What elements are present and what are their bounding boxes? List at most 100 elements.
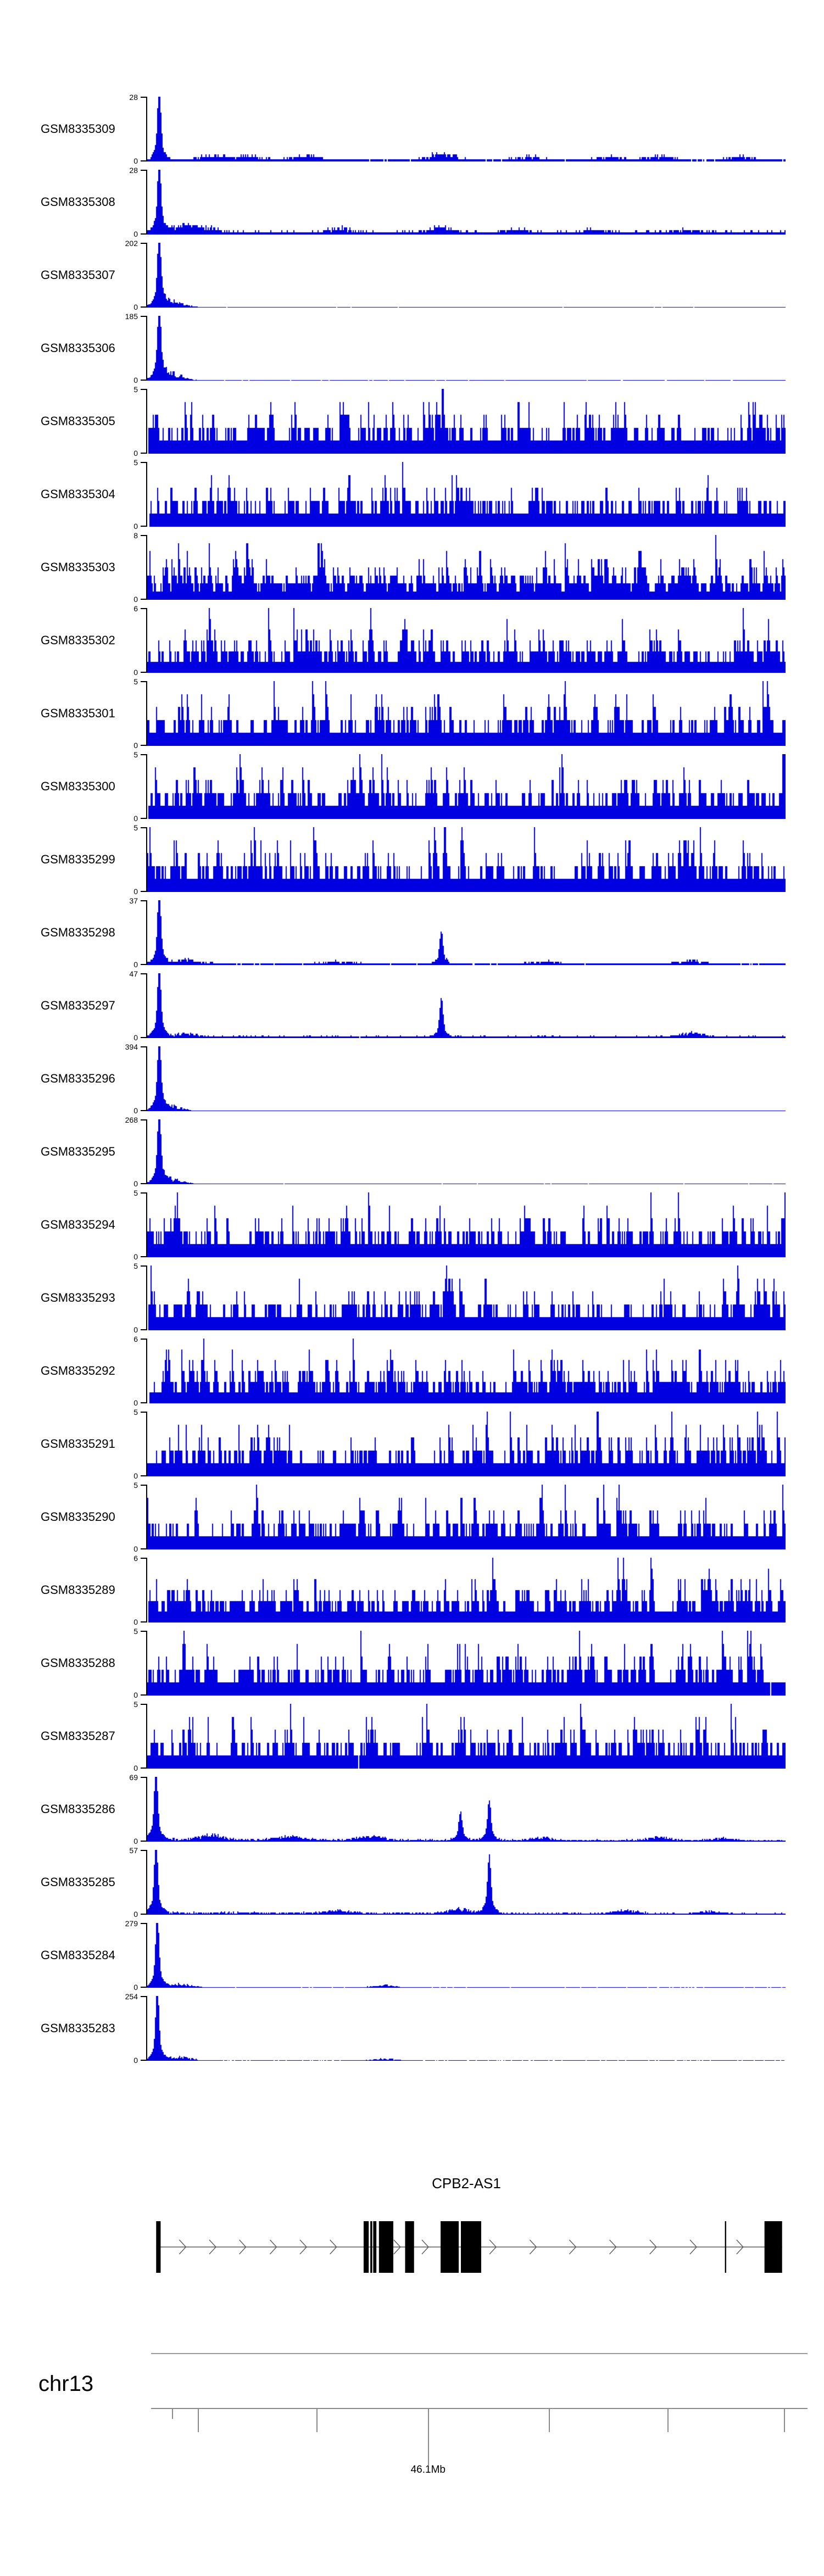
track-y-axis: 202 0 [99,239,147,311]
coverage-histogram [147,170,786,235]
track-y-axis: 5 0 [99,824,147,895]
coverage-track-row: GSM8335303 8 0 [0,531,824,603]
coverage-histogram [147,1265,786,1330]
y-axis-bottom-tick [141,745,146,746]
track-label: GSM8335297 [41,999,115,1012]
coverage-histogram [147,608,786,673]
track-y-axis: 28 0 [99,166,147,238]
y-axis-top-tick [141,754,146,755]
coverage-track-row: GSM8335290 5 0 [0,1481,824,1553]
axis-tick [667,2409,669,2432]
y-min-label: 0 [133,1837,138,1845]
coverage-histogram [147,1485,786,1549]
y-max-label: 394 [125,1042,138,1051]
coverage-histogram [147,1631,786,1696]
y-axis-bottom-tick [141,380,146,381]
y-min-label: 0 [133,303,138,311]
y-axis-bottom-tick [141,1110,146,1111]
strand-direction-arrow-icon [529,2239,537,2255]
strand-direction-arrow-icon [569,2239,577,2255]
track-label: GSM8335292 [41,1364,115,1378]
track-label: GSM8335303 [41,560,115,574]
track-y-axis: 254 0 [99,1993,147,2064]
y-axis-top-tick [141,1996,146,1997]
coverage-histogram [147,535,786,600]
gene-name-label: CPB2-AS1 [432,2175,501,2192]
track-y-axis: 28 0 [99,93,147,165]
genome-axis-position-label: 46.1Mb [410,2464,446,2475]
y-axis-bottom-tick [141,1621,146,1622]
strand-direction-arrow-icon [330,2239,337,2255]
track-y-axis: 5 0 [99,1408,147,1480]
track-label: GSM8335283 [41,2021,115,2035]
track-y-axis: 279 0 [99,1920,147,1991]
coverage-histogram [147,973,786,1038]
y-min-label: 0 [133,1106,138,1115]
axis-tick [316,2409,318,2432]
y-min-label: 0 [133,230,138,238]
gene-exon [156,2221,161,2273]
y-axis-bottom-tick [141,1037,146,1038]
y-axis-bottom-tick [141,1841,146,1842]
track-y-axis: 6 0 [99,604,147,676]
y-axis-bottom-tick [141,891,146,892]
y-max-label: 37 [129,896,138,905]
chromosome-line [151,2353,808,2354]
y-min-label: 0 [133,1545,138,1553]
y-axis-bottom-tick [141,672,146,673]
gene-exon [764,2221,782,2273]
coverage-track-row: GSM8335305 5 0 [0,386,824,457]
track-label: GSM8335298 [41,925,115,939]
coverage-histogram [147,1704,786,1769]
y-min-label: 0 [133,960,138,969]
y-axis-top-tick [141,243,146,244]
coverage-histogram [147,243,786,308]
y-max-label: 6 [133,604,138,613]
coverage-track-row: GSM8335307 202 0 [0,239,824,311]
coverage-histogram [147,1850,786,1915]
y-max-label: 8 [133,531,138,540]
gene-exon [370,2221,372,2273]
track-label: GSM8335309 [41,122,115,136]
track-label: GSM8335295 [41,1145,115,1158]
track-label: GSM8335308 [41,195,115,209]
track-label: GSM8335301 [41,706,115,720]
track-label: GSM8335288 [41,1656,115,1670]
y-axis-top-tick [141,1265,146,1267]
strand-direction-arrow-icon [649,2239,657,2255]
gene-exon [725,2221,726,2273]
y-axis-top-tick [141,827,146,828]
y-min-label: 0 [133,1325,138,1334]
track-label: GSM8335293 [41,1291,115,1304]
coverage-histogram [147,316,786,381]
y-min-label: 0 [133,1618,138,1626]
coverage-track-row: GSM8335286 69 0 [0,1773,824,1845]
track-y-axis: 8 0 [99,531,147,603]
y-axis-top-tick [141,535,146,536]
y-max-label: 57 [129,1846,138,1855]
y-axis-top-tick [141,1412,146,1413]
y-max-label: 5 [133,750,138,759]
axis-tick [783,2409,785,2432]
track-label: GSM8335305 [41,414,115,428]
coverage-track-row: GSM8335287 5 0 [0,1700,824,1772]
y-axis-bottom-tick [141,1183,146,1184]
track-y-axis: 57 0 [99,1846,147,1918]
track-y-axis: 268 0 [99,1116,147,1187]
y-max-label: 28 [129,166,138,175]
y-axis-bottom-tick [141,1987,146,1988]
coverage-track-row: GSM8335293 5 0 [0,1262,824,1334]
y-max-label: 6 [133,1554,138,1563]
coverage-track-row: GSM8335298 37 0 [0,896,824,969]
coverage-track-row: GSM8335299 5 0 [0,824,824,895]
y-axis-top-tick [141,462,146,463]
y-axis-top-tick [141,1923,146,1924]
axis-tick [549,2409,550,2432]
y-axis-bottom-tick [141,1767,146,1769]
y-max-label: 69 [129,1773,138,1782]
coverage-histogram [147,1923,786,1988]
y-max-label: 202 [125,239,138,248]
y-min-label: 0 [133,741,138,750]
y-max-label: 5 [133,458,138,467]
